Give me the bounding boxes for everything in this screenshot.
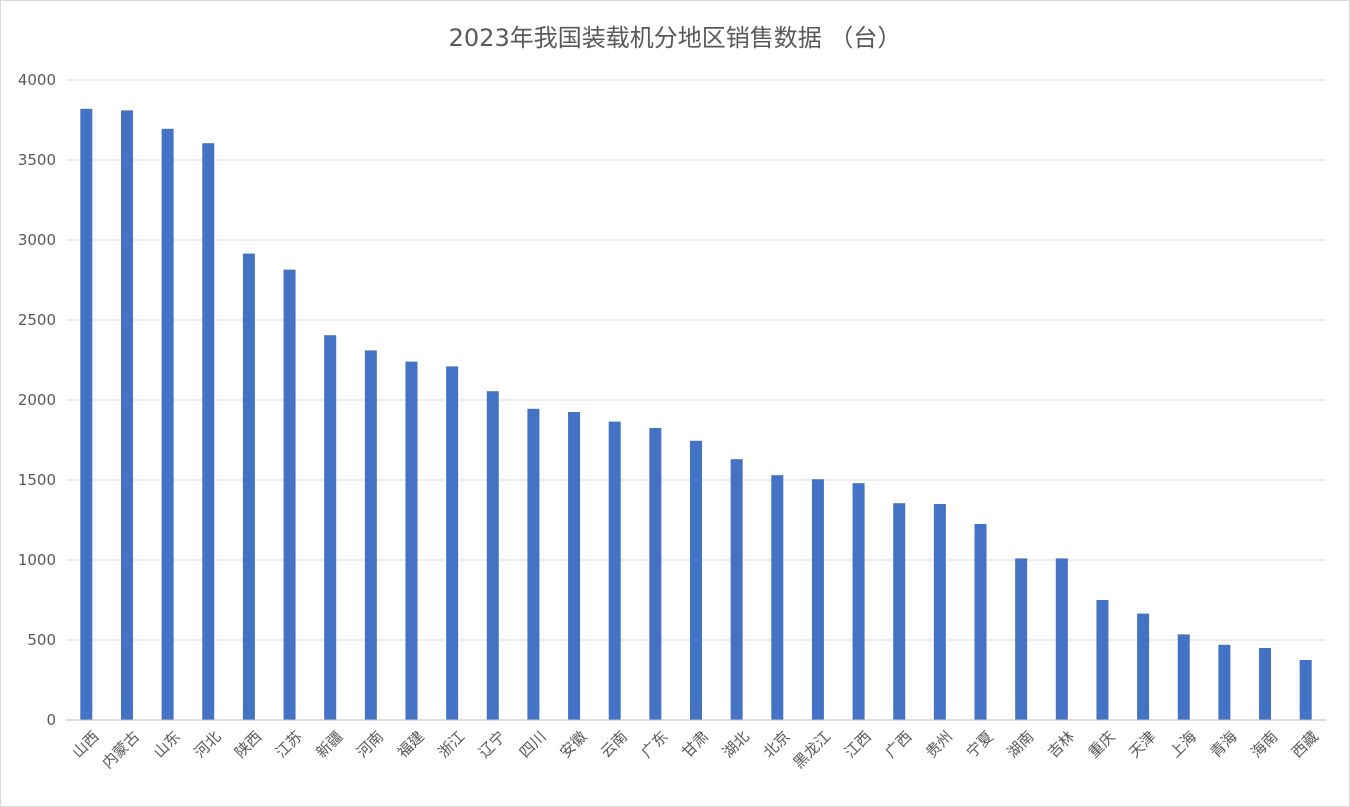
x-tick-label: 河南 bbox=[353, 728, 387, 762]
x-tick-label: 安徽 bbox=[556, 728, 590, 762]
bar bbox=[1096, 600, 1109, 720]
y-tick-label: 3000 bbox=[18, 231, 56, 249]
bar bbox=[364, 350, 377, 720]
bar bbox=[933, 504, 946, 720]
x-tick-label: 辽宁 bbox=[475, 728, 509, 762]
bar bbox=[527, 408, 540, 720]
x-tick-label: 广东 bbox=[638, 728, 672, 762]
bars bbox=[80, 108, 1312, 721]
x-tick-label: 湖北 bbox=[719, 728, 753, 762]
x-tick-label: 北京 bbox=[760, 728, 794, 762]
bar bbox=[771, 475, 784, 720]
bar bbox=[974, 524, 987, 720]
bar bbox=[730, 459, 743, 720]
x-tick-label: 福建 bbox=[394, 728, 428, 762]
bar bbox=[1137, 613, 1150, 720]
bar bbox=[120, 110, 133, 720]
x-tick-label: 宁夏 bbox=[963, 728, 997, 762]
x-tick-label: 山西 bbox=[69, 728, 103, 762]
y-tick-label: 500 bbox=[27, 631, 56, 649]
x-tick-label: 江苏 bbox=[272, 728, 306, 762]
bar bbox=[690, 440, 702, 720]
y-tick-label: 0 bbox=[46, 711, 56, 729]
x-tick-label: 贵州 bbox=[922, 728, 956, 762]
bar bbox=[1015, 558, 1028, 720]
y-axis-ticks: 0 500 1000 1500 2000 2500 3000 3500 4000 bbox=[18, 71, 56, 729]
bar bbox=[202, 143, 215, 720]
y-tick-label: 1500 bbox=[18, 471, 56, 489]
bar bbox=[1218, 644, 1231, 720]
bar bbox=[283, 269, 296, 720]
x-tick-label: 云南 bbox=[597, 728, 631, 762]
bar bbox=[324, 335, 337, 720]
y-tick-label: 4000 bbox=[18, 71, 56, 89]
bar bbox=[1259, 648, 1272, 720]
bar bbox=[893, 503, 906, 720]
bar bbox=[405, 361, 418, 720]
bar bbox=[568, 412, 581, 720]
y-tick-label: 2500 bbox=[18, 311, 56, 329]
x-tick-label: 海南 bbox=[1247, 728, 1281, 762]
bar bbox=[161, 128, 174, 721]
x-tick-label: 河北 bbox=[191, 728, 225, 762]
chart-title: 2023年我国装载机分地区销售数据 （台） bbox=[448, 24, 902, 52]
bar bbox=[446, 366, 459, 720]
x-tick-label: 江西 bbox=[841, 728, 875, 762]
x-tick-label: 重庆 bbox=[1085, 728, 1119, 762]
bar bbox=[811, 479, 824, 720]
x-tick-label: 黑龙江 bbox=[790, 728, 835, 773]
x-tick-label: 天津 bbox=[1125, 728, 1159, 762]
bar bbox=[242, 253, 255, 720]
x-tick-label: 青海 bbox=[1207, 728, 1241, 762]
bar bbox=[1055, 558, 1068, 720]
y-tick-label: 1000 bbox=[18, 551, 56, 569]
x-tick-label: 山东 bbox=[150, 728, 184, 762]
x-tick-label: 湖南 bbox=[1003, 728, 1037, 762]
bar bbox=[608, 421, 621, 720]
x-tick-label: 西藏 bbox=[1288, 728, 1322, 762]
bar bbox=[852, 483, 865, 720]
x-tick-label: 上海 bbox=[1166, 728, 1200, 762]
x-tick-label: 新疆 bbox=[312, 728, 346, 762]
y-tick-label: 3500 bbox=[18, 151, 56, 169]
x-tick-label: 四川 bbox=[516, 728, 550, 762]
x-tick-label: 广西 bbox=[882, 728, 916, 762]
bar bbox=[1177, 634, 1190, 720]
x-tick-label: 吉林 bbox=[1044, 728, 1078, 762]
x-tick-label: 甘肃 bbox=[678, 728, 712, 762]
bar bbox=[80, 108, 93, 721]
x-tick-label: 陕西 bbox=[231, 728, 265, 762]
x-tick-label: 内蒙古 bbox=[99, 728, 144, 773]
bar bbox=[649, 428, 662, 720]
y-tick-label: 2000 bbox=[18, 391, 56, 409]
x-tick-label: 浙江 bbox=[434, 728, 468, 762]
bar bbox=[1299, 660, 1312, 720]
bar bbox=[486, 391, 499, 720]
